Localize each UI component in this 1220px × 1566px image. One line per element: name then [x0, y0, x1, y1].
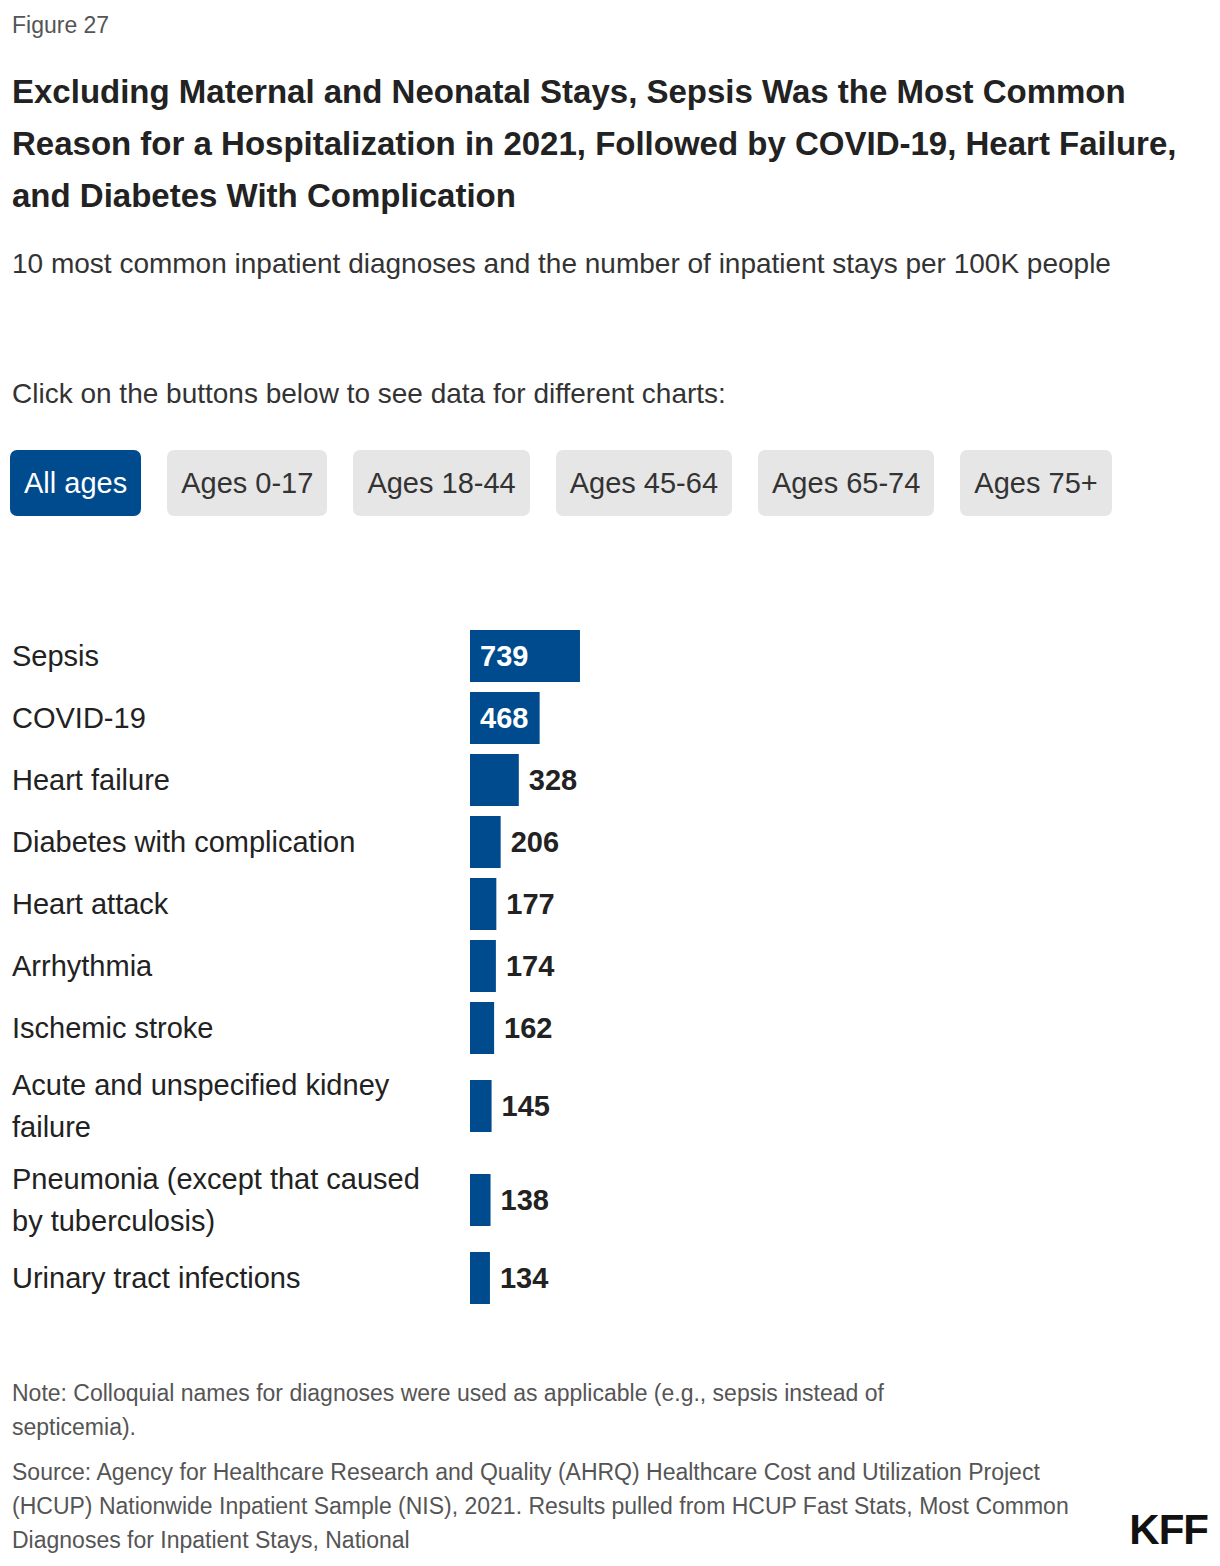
age-button[interactable]: Ages 45-64	[556, 450, 732, 516]
category-line: Arrhythmia	[12, 950, 153, 982]
category-label: Heart failure	[12, 764, 170, 796]
age-button[interactable]: Ages 0-17	[167, 450, 327, 516]
category-label: Pneumonia (except that caused by tubercul…	[12, 1163, 420, 1237]
bar	[470, 1174, 491, 1226]
bar	[470, 692, 540, 744]
category-label: COVID-19	[12, 702, 146, 734]
category-line: Heart failure	[12, 764, 170, 796]
bar	[470, 878, 496, 930]
category-line: Acute and unspecified kidney	[12, 1069, 390, 1101]
title: Excluding Maternal and Neonatal Stays, S…	[12, 66, 1202, 222]
bar	[470, 1002, 494, 1054]
category-line: Heart attack	[12, 888, 169, 920]
category-line: Pneumonia (except that caused	[12, 1163, 420, 1195]
figure-label: Figure 27	[12, 12, 109, 39]
subtitle: 10 most common inpatient diagnoses and t…	[12, 242, 1192, 285]
data-label: 468	[480, 702, 528, 734]
category-line: Urinary tract infections	[12, 1262, 301, 1294]
category-label: Acute and unspecified kidney failure	[12, 1069, 390, 1143]
category-label: Urinary tract infections	[12, 1262, 301, 1294]
bar	[470, 1080, 492, 1132]
category-label: Ischemic stroke	[12, 1012, 213, 1044]
chart: Sepsis 739 COVID-19 468 Heart failure 328 Diab…	[0, 600, 1220, 1340]
data-label: 134	[500, 1262, 548, 1294]
data-label: 177	[506, 888, 554, 920]
age-button[interactable]: Ages 75+	[960, 450, 1111, 516]
age-button[interactable]: Ages 18-44	[353, 450, 529, 516]
data-label: 145	[502, 1090, 550, 1122]
age-button[interactable]: Ages 65-74	[758, 450, 934, 516]
bar	[470, 1252, 490, 1304]
bar	[470, 754, 519, 806]
category-line: failure	[12, 1111, 91, 1143]
bars	[470, 630, 580, 1304]
data-label: 174	[506, 950, 554, 982]
data-label: 138	[501, 1184, 549, 1216]
category-label: Arrhythmia	[12, 950, 153, 982]
instruction: Click on the buttons below to see data f…	[12, 372, 1192, 415]
age-button[interactable]: All ages	[10, 450, 141, 516]
data-label: 739	[480, 640, 528, 672]
data-label: 206	[511, 826, 559, 858]
data-label: 328	[529, 764, 577, 796]
note: Note: Colloquial names for diagnoses wer…	[12, 1376, 1012, 1444]
category-line: COVID-19	[12, 702, 146, 734]
button-row: All ages Ages 0-17 Ages 18-44 Ages 45-64 Age…	[10, 450, 1220, 516]
category-line: Sepsis	[12, 640, 99, 672]
bar	[470, 630, 580, 682]
category-line: Diabetes with complication	[12, 826, 355, 858]
source: Source: Agency for Healthcare Research a…	[12, 1455, 1082, 1557]
bar	[470, 940, 496, 992]
labels: Sepsis 739 COVID-19 468 Heart failure 328 Diab…	[12, 640, 577, 1294]
category-label: Heart attack	[12, 888, 169, 920]
data-label: 162	[504, 1012, 552, 1044]
category-line: Ischemic stroke	[12, 1012, 213, 1044]
page: {"chart_data": { "type": "bar", "orienta…	[0, 0, 1220, 1566]
category-label: Diabetes with complication	[12, 826, 355, 858]
bar	[470, 816, 501, 868]
category-label: Sepsis	[12, 640, 99, 672]
category-line: by tuberculosis)	[12, 1205, 215, 1237]
brand-logo: KFF	[1129, 1506, 1208, 1554]
